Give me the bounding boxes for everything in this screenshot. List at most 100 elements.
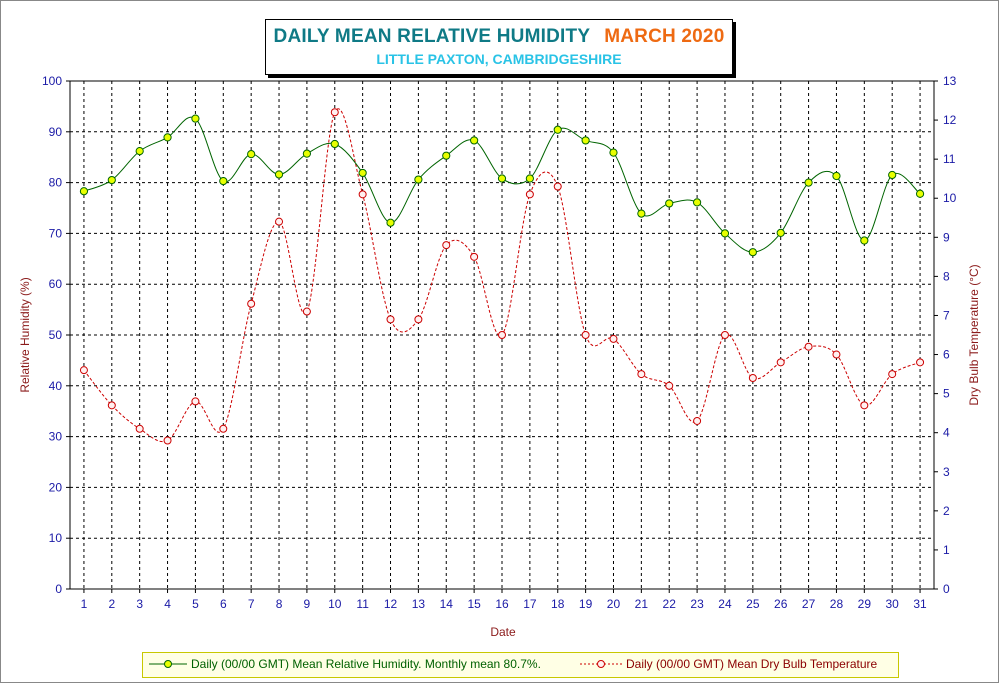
temperature-point	[219, 424, 228, 433]
humidity-point	[247, 150, 256, 159]
humidity-point	[832, 171, 841, 181]
x-tick-label: 20	[607, 597, 621, 611]
temperature-point	[442, 241, 451, 250]
temperature-point	[470, 252, 479, 261]
chart-title: DAILY MEAN RELATIVE HUMIDITY	[273, 26, 591, 47]
legend: Daily (00/00 GMT) Mean Relative Humidity…	[142, 652, 899, 678]
x-tick-label: 29	[858, 597, 872, 611]
temperature-point	[804, 342, 813, 351]
temperature-point	[498, 331, 506, 339]
humidity-point	[386, 218, 395, 227]
humidity-point	[915, 189, 925, 198]
temperature-point	[581, 331, 590, 339]
x-tick-label: 1	[81, 597, 88, 611]
x-tick-label: 9	[304, 597, 311, 611]
x-tick-label: 10	[328, 597, 342, 611]
humidity-point	[191, 114, 200, 123]
chart-subtitle: LITTLE PAXTON, CAMBRIDGESHIRE	[376, 51, 622, 67]
y-tick-label-left: 80	[49, 176, 63, 190]
y-tick-label-right: 5	[943, 387, 950, 401]
y-tick-label-left: 30	[49, 430, 63, 444]
temperature-point	[275, 217, 284, 226]
x-tick-label: 12	[384, 597, 398, 611]
temperature-point	[916, 358, 925, 367]
x-tick-label: 27	[802, 597, 816, 611]
x-tick-label: 14	[440, 597, 454, 611]
y-tick-label-left: 10	[49, 531, 63, 545]
humidity-point	[330, 139, 339, 149]
legend-label-rh: Daily (00/00 GMT) Mean Relative Humidity…	[191, 657, 541, 671]
y-tick-label-right: 6	[943, 348, 950, 362]
humidity-point	[302, 149, 312, 158]
y-tick-label-left: 60	[49, 277, 63, 291]
y-tick-label-left: 50	[49, 328, 63, 342]
temperature-point	[525, 190, 534, 199]
humidity-point	[553, 125, 562, 134]
y-tick-label-right: 12	[943, 113, 957, 127]
x-tick-label: 24	[718, 597, 732, 611]
temperature-point	[79, 366, 88, 375]
x-tick-label: 26	[774, 597, 788, 611]
x-tick-label: 28	[830, 597, 844, 611]
humidity-point	[107, 175, 116, 185]
x-tick-label: 4	[164, 597, 171, 611]
humidity-point	[358, 168, 367, 178]
legend-label-temp: Daily (00/00 GMT) Mean Dry Bulb Temperat…	[626, 657, 878, 671]
x-tick-label: 8	[276, 597, 283, 611]
chart-title-month: MARCH 2020	[604, 26, 725, 47]
humidity-point	[888, 170, 897, 180]
y-tick-label-right: 13	[943, 74, 957, 88]
x-tick-label: 15	[467, 597, 481, 611]
temperature-point	[358, 190, 367, 199]
x-tick-label: 2	[108, 597, 115, 611]
humidity-point	[163, 133, 172, 142]
humidity-point	[860, 236, 869, 245]
y-axis-label-left: Relative Humidity (%)	[18, 277, 32, 392]
x-tick-label: 22	[663, 597, 677, 611]
x-axis-label: Date	[490, 625, 516, 639]
x-tick-label: 30	[886, 597, 900, 611]
y-tick-label-right: 7	[943, 308, 950, 322]
humidity-point	[274, 170, 284, 179]
x-tick-label: 23	[690, 597, 704, 611]
y-tick-label-left: 70	[49, 226, 63, 240]
temperature-point	[163, 436, 172, 445]
temperature-point	[247, 299, 256, 308]
y-tick-label-right: 11	[943, 152, 956, 166]
humidity-point	[748, 248, 757, 257]
x-tick-label: 17	[523, 597, 537, 611]
temperature-point	[191, 397, 200, 406]
temperature-point	[748, 373, 757, 382]
y-tick-label-left: 90	[49, 125, 63, 139]
temperature-point	[135, 424, 144, 433]
y-tick-label-left: 0	[55, 582, 62, 596]
humidity-point	[525, 174, 534, 183]
temperature-point	[693, 416, 702, 425]
x-tick-label: 31	[913, 597, 927, 611]
temperature-point	[720, 331, 729, 339]
chart-title-box: DAILY MEAN RELATIVE HUMIDITY MARCH 2020 L…	[265, 19, 733, 75]
temperature-point	[832, 350, 841, 359]
temperature-point	[665, 381, 674, 390]
title-line: DAILY MEAN RELATIVE HUMIDITY MARCH 2020	[266, 26, 732, 48]
y-tick-label-left: 20	[49, 480, 63, 494]
temperature-point	[776, 358, 785, 367]
humidity-point	[79, 187, 89, 196]
temperature-point	[888, 370, 897, 379]
humidity-point	[581, 136, 590, 145]
x-tick-label: 11	[356, 597, 369, 611]
y-tick-label-right: 4	[943, 426, 950, 440]
y-tick-label-right: 3	[943, 465, 950, 479]
x-tick-label: 13	[412, 597, 426, 611]
x-tick-label: 7	[248, 597, 255, 611]
humidity-point	[414, 175, 423, 184]
humidity-point	[776, 228, 785, 237]
series-layer	[79, 108, 925, 445]
humidity-point	[135, 147, 144, 156]
y-axis-label-right: Dry Bulb Temperature (°C)	[967, 264, 981, 405]
legend-swatch-rh	[149, 660, 187, 668]
x-tick-label: 19	[579, 597, 593, 611]
x-tick-label: 21	[635, 597, 649, 611]
